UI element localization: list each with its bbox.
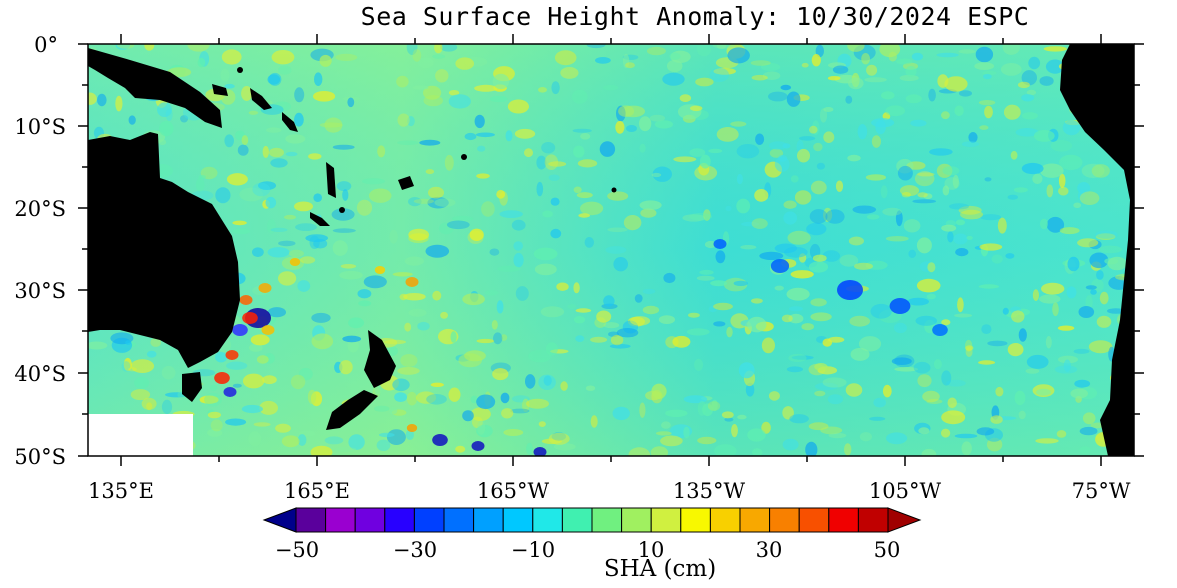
colorbar-cell (798, 507, 830, 533)
latitude-ticks (78, 43, 1144, 457)
colorbar-cell (680, 507, 711, 533)
no-data-region (88, 414, 193, 456)
colorbar-high-extension (887, 507, 922, 533)
colorbar-units: SHA (cm) (603, 556, 717, 582)
colorbar-label-50: 50 (874, 538, 901, 562)
lat-label-10s: 10°S (14, 115, 66, 139)
colorbar-label-neg30: −30 (393, 538, 437, 562)
colorbar-cell (325, 507, 356, 533)
longitude-labels: 135°E 165°E 165°W 135°W 105°W 75°W (88, 479, 1131, 503)
colorbar-cell (295, 507, 327, 533)
colorbar-cell (857, 507, 889, 533)
colorbar-cell (443, 507, 475, 533)
colorbar-cell (502, 507, 534, 533)
colorbar-cell (384, 507, 415, 533)
colorbar-cell (739, 507, 771, 533)
map-title: Sea Surface Height Anomaly: 10/30/2024 E… (360, 2, 1030, 31)
lat-label-20s: 20°S (14, 197, 66, 221)
lon-label-165w: 165°W (477, 479, 550, 503)
colorbar-cell (413, 507, 445, 533)
colorbar-cell (621, 507, 652, 533)
colorbar-cell (354, 507, 386, 533)
lat-label-50s: 50°S (14, 445, 66, 469)
colorbar-label-10: 10 (638, 538, 665, 562)
colorbar-cell (561, 507, 593, 533)
longitude-ticks (120, 34, 1102, 466)
colorbar-label-neg10: −10 (511, 538, 555, 562)
latitude-labels: 0° 10°S 20°S 30°S 40°S 50°S (14, 33, 66, 469)
colorbar-cell (828, 507, 859, 533)
colorbar-low-extension (262, 507, 297, 533)
ocean-anomaly-field (88, 44, 1134, 456)
lon-label-135w: 135°W (673, 479, 746, 503)
colorbar: −50 −30 −10 10 30 50 (262, 507, 922, 562)
lon-label-135e: 135°E (88, 479, 154, 503)
colorbar-cell (532, 507, 563, 533)
lon-label-165e: 165°E (284, 479, 350, 503)
lon-label-105w: 105°W (869, 479, 942, 503)
land-masses (88, 44, 1134, 456)
lat-label-30s: 30°S (14, 279, 66, 303)
colorbar-cell (709, 507, 741, 533)
colorbar-cell (769, 507, 800, 533)
colorbar-cells (295, 507, 889, 533)
colorbar-cell (591, 507, 623, 533)
lat-label-40s: 40°S (14, 362, 66, 386)
colorbar-cell (650, 507, 682, 533)
colorbar-cell (473, 507, 504, 533)
colorbar-label-30: 30 (756, 538, 783, 562)
lon-label-75w: 75°W (1072, 479, 1131, 503)
lat-label-0: 0° (34, 33, 58, 57)
colorbar-label-neg50: −50 (275, 538, 319, 562)
